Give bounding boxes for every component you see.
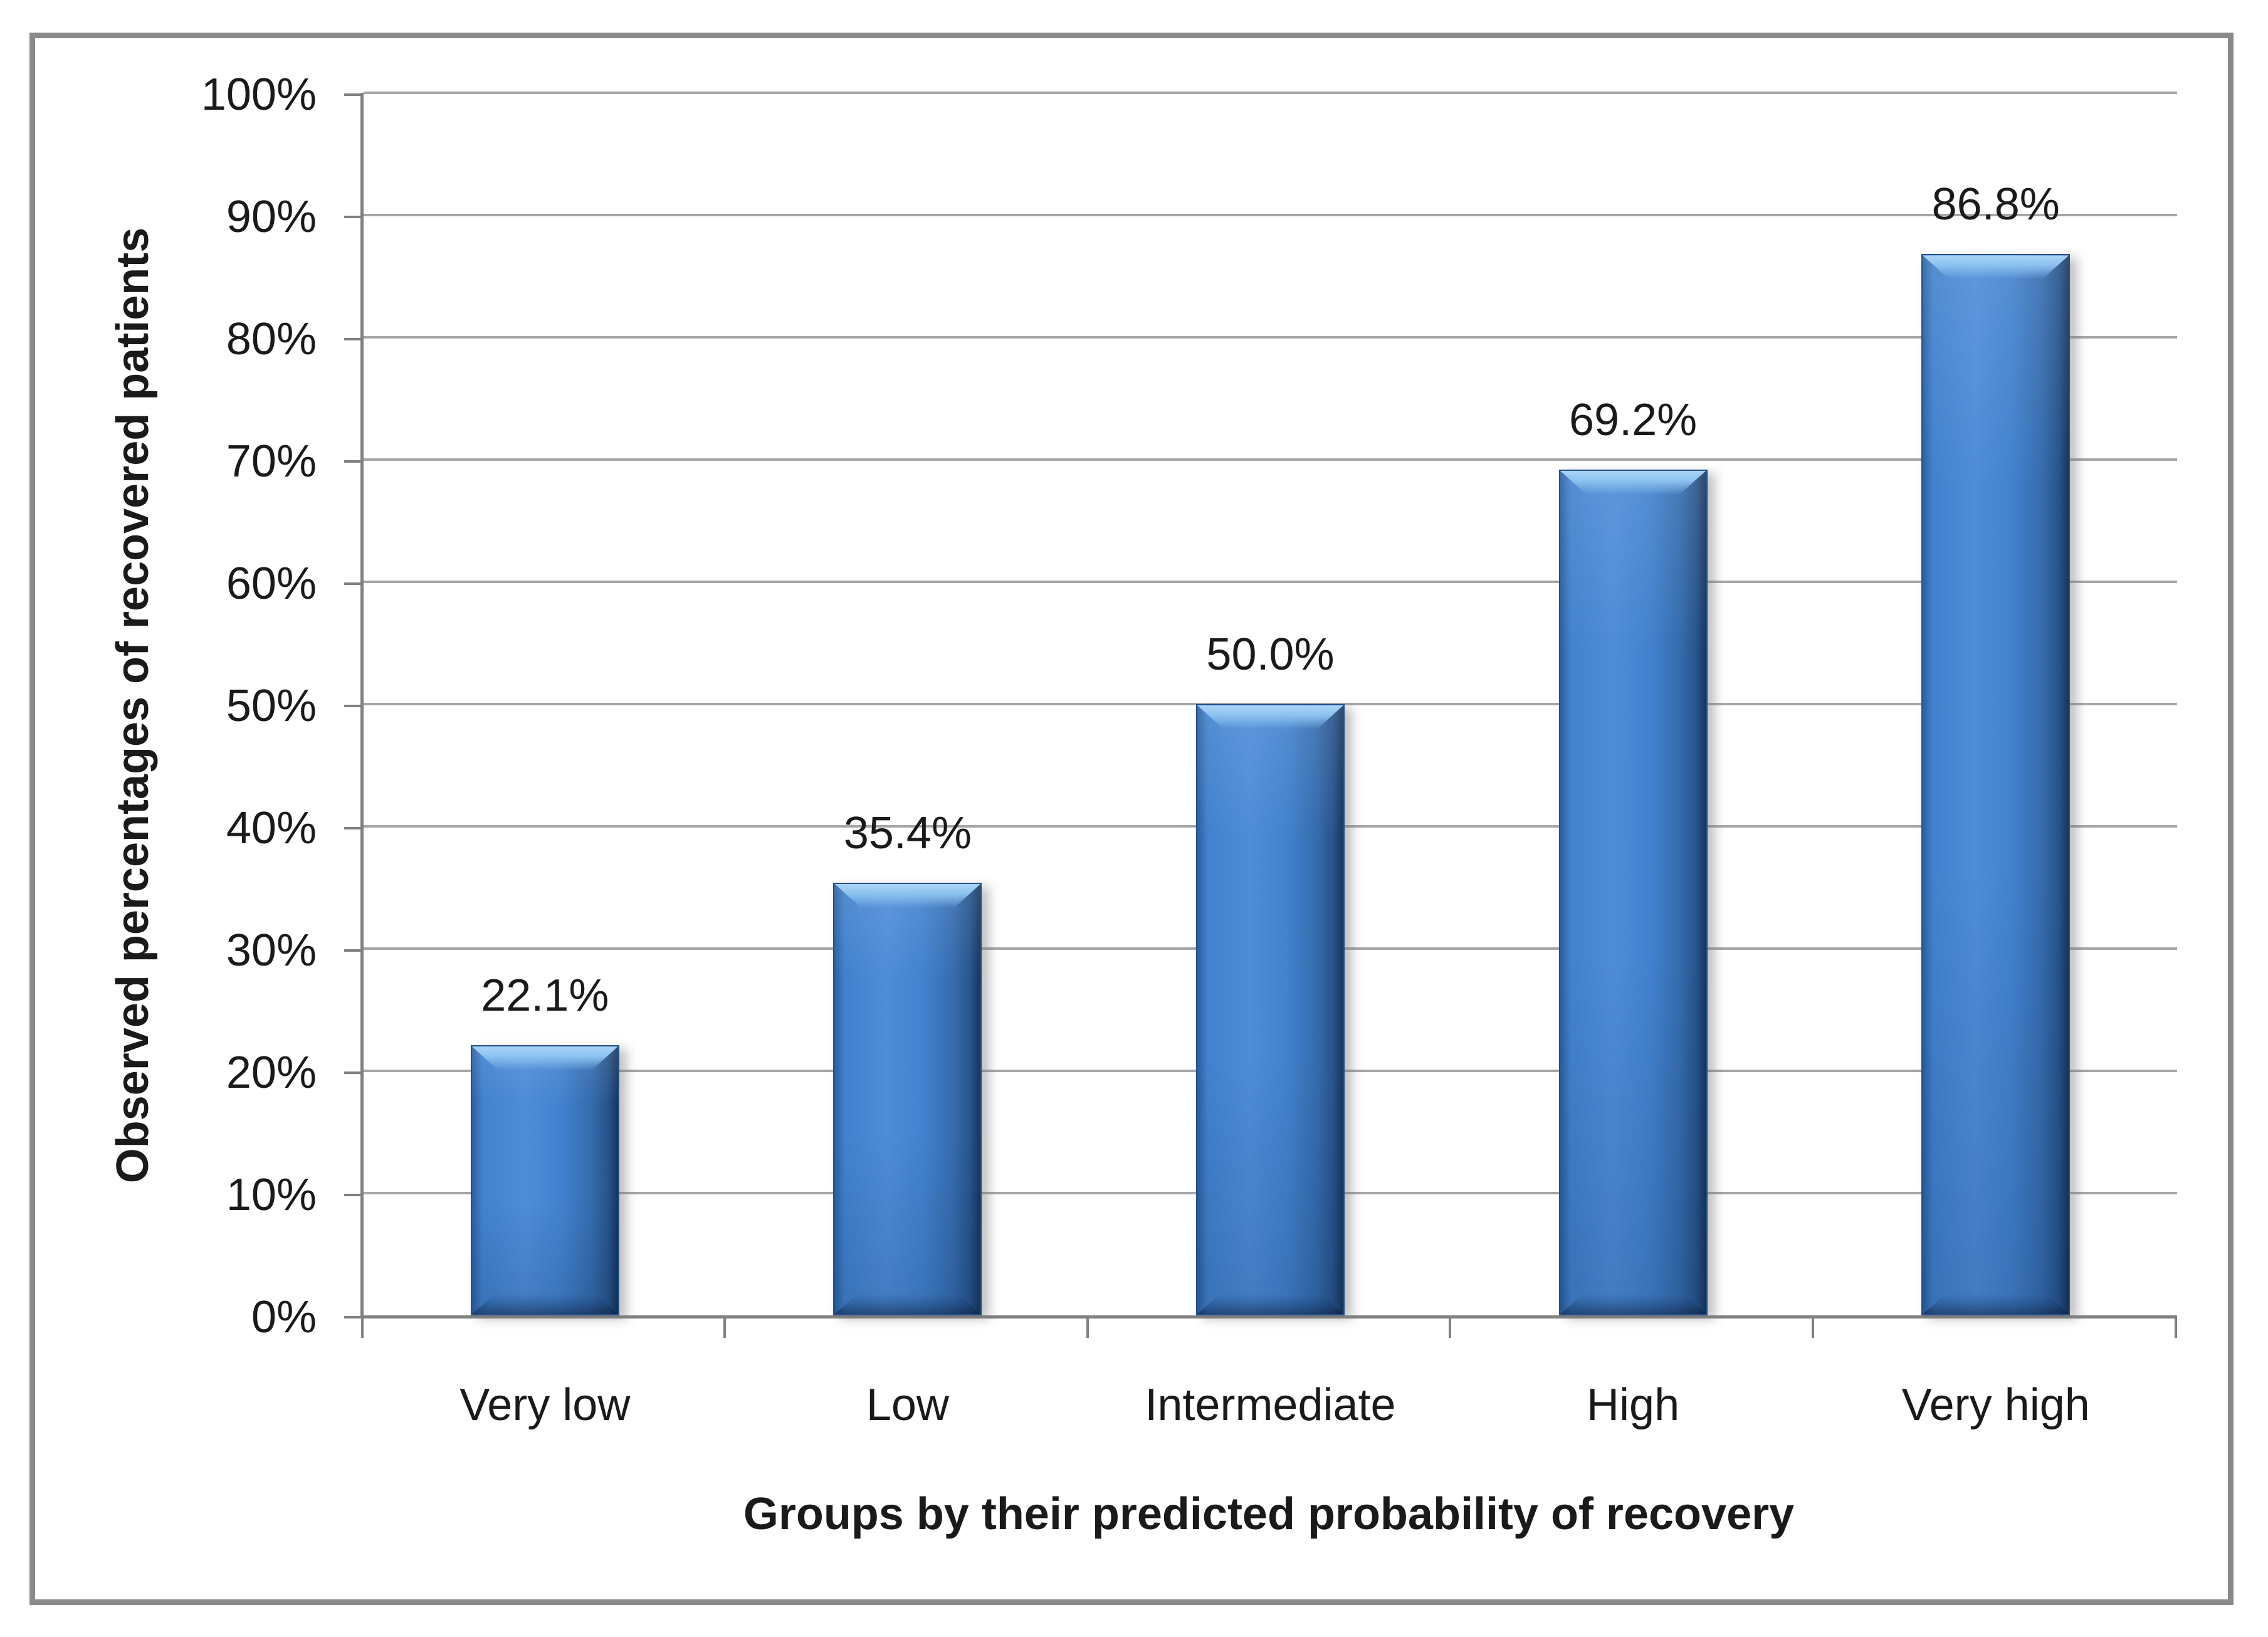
- x-tick-mark-1: [723, 1319, 727, 1338]
- y-tick-mark-50pct: [344, 704, 364, 707]
- x-axis-title: Groups by their predicted probability of…: [743, 1489, 1795, 1539]
- x-tick-mark-4: [1811, 1319, 1814, 1338]
- y-tick-label-60pct: 60%: [226, 558, 317, 609]
- gridline-90pct: [364, 214, 2177, 216]
- category-label-intermediate: Intermediate: [1145, 1380, 1396, 1430]
- y-tick-label-10pct: 10%: [226, 1169, 317, 1220]
- y-tick-mark-80pct: [344, 337, 364, 340]
- category-label-low: Low: [866, 1380, 949, 1430]
- bar-intermediate: [1196, 704, 1345, 1315]
- value-label-very-high: 86.8%: [1931, 179, 2060, 230]
- bar-high: [1558, 469, 1708, 1315]
- gridline-100pct: [364, 92, 2177, 94]
- gridline-80pct: [364, 336, 2177, 339]
- y-tick-mark-60pct: [344, 582, 364, 585]
- y-tick-label-90pct: 90%: [226, 191, 317, 242]
- y-tick-label-40pct: 40%: [226, 803, 317, 853]
- bar-very-low: [470, 1045, 619, 1315]
- y-tick-mark-40pct: [344, 826, 364, 829]
- x-tick-mark-5: [2174, 1319, 2177, 1338]
- gridline-70pct: [364, 458, 2177, 461]
- y-tick-mark-0pct: [344, 1315, 364, 1319]
- y-tick-mark-100pct: [344, 93, 364, 96]
- value-label-high: 69.2%: [1569, 394, 1698, 445]
- y-tick-mark-10pct: [344, 1193, 364, 1196]
- chart-frame: [29, 33, 2234, 1605]
- y-tick-mark-30pct: [344, 949, 364, 952]
- y-tick-mark-70pct: [344, 460, 364, 463]
- x-tick-mark-0: [360, 1319, 364, 1338]
- y-tick-label-0pct: 0%: [251, 1292, 317, 1342]
- y-tick-mark-90pct: [344, 215, 364, 218]
- value-label-very-low: 22.1%: [481, 971, 609, 1021]
- y-tick-label-80pct: 80%: [226, 313, 317, 364]
- category-label-very-high: Very high: [1901, 1380, 2090, 1430]
- bar-low: [833, 882, 982, 1315]
- value-label-low: 35.4%: [843, 808, 972, 858]
- bar-very-high: [1921, 254, 2071, 1315]
- x-tick-mark-3: [1449, 1319, 1452, 1338]
- y-tick-label-20pct: 20%: [226, 1047, 317, 1098]
- y-tick-mark-20pct: [344, 1071, 364, 1074]
- y-axis-title: Observed percentages of recovered patien…: [108, 227, 158, 1184]
- category-label-very-low: Very low: [459, 1380, 631, 1430]
- y-tick-label-100pct: 100%: [201, 69, 317, 120]
- gridline-60pct: [364, 581, 2177, 583]
- y-tick-label-30pct: 30%: [226, 925, 317, 976]
- x-tick-mark-2: [1086, 1319, 1089, 1338]
- y-tick-label-50pct: 50%: [226, 680, 317, 731]
- y-tick-label-70pct: 70%: [226, 436, 317, 487]
- plot-area: 22.1% 35.4% 50.0% 69.2% 86.8%: [360, 92, 2177, 1319]
- category-label-high: High: [1587, 1380, 1680, 1430]
- value-label-intermediate: 50.0%: [1206, 629, 1335, 680]
